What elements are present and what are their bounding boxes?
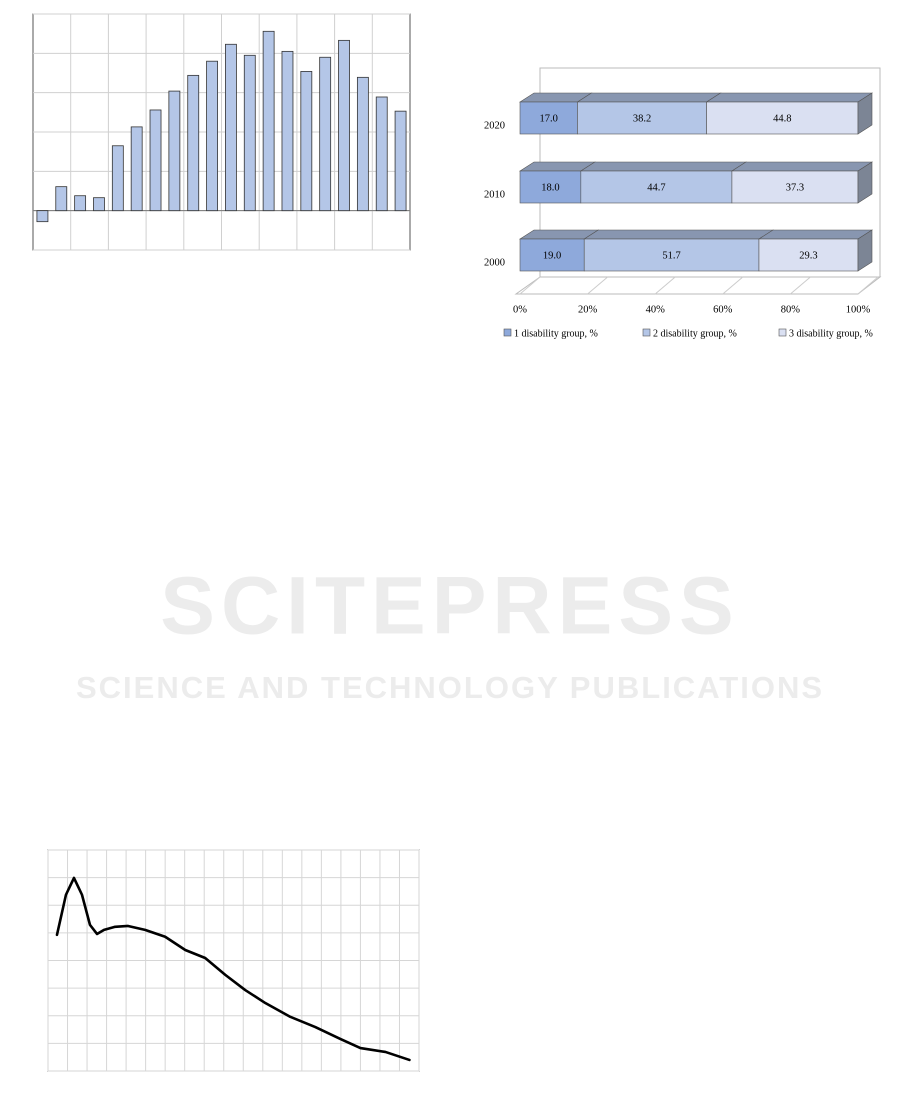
bar [281,50,294,212]
tick-mark [857,276,879,295]
legend-label: 2 disability group, % [653,328,737,339]
legend-swatch [778,328,787,337]
bar [36,210,49,223]
tick-mark [654,276,676,295]
bar [149,109,162,212]
bar [356,76,369,212]
legend-label: 3 disability group, % [789,328,873,339]
bar-segment [580,170,733,204]
bar-segment [583,238,760,272]
tick-mark [587,276,608,295]
y-tick-label: 2000 [484,257,505,268]
bar [225,43,237,212]
value-label: 38.2 [633,113,651,124]
bar-segment [706,101,859,135]
bar [130,126,143,212]
bar-top-face [583,229,774,240]
x-tick-label: 0% [513,304,527,315]
x-tick-label: 100% [846,304,871,315]
legend-swatch [642,328,651,337]
tick-mark [790,276,811,295]
bar-segment [519,101,578,135]
x-tick-label: 20% [578,304,598,315]
bar [300,71,313,212]
tick-mark [519,276,541,295]
x-tick-label: 60% [713,304,733,315]
watermark: SCITEPRESS SCIENCE AND TECHNOLOGY PUBLIC… [76,561,824,706]
watermark-title: SCITEPRESS [160,561,739,652]
bar [394,110,407,212]
legend-label: 1 disability group, % [514,328,598,339]
value-label: 19.0 [543,250,561,261]
bar [168,90,181,212]
value-label: 51.7 [662,250,680,261]
bar-segment [519,238,585,272]
watermark-subtitle: SCIENCE AND TECHNOLOGY PUBLICATIONS [76,670,824,705]
bar [319,56,332,212]
bar-side-face [857,161,873,204]
value-label: 29.3 [799,250,817,261]
value-label: 44.8 [773,113,791,124]
line [55,876,411,1062]
y-tick-label: 2010 [484,189,505,200]
bar-top-face [757,229,874,240]
bar-top-face [579,161,747,172]
bar [74,195,87,212]
bar [187,74,200,212]
bar [111,145,124,212]
bar-side-face [857,229,873,272]
legend-swatch [503,328,512,337]
bar-segment [731,170,859,204]
value-label: 17.0 [540,113,558,124]
bar [243,54,256,212]
value-label: 44.7 [647,182,665,193]
bar [338,39,350,212]
y-tick-label: 2020 [484,120,505,131]
bar-segment [577,101,707,135]
bar [375,96,388,212]
floor [514,276,882,295]
bar [55,186,68,212]
bar [262,30,275,212]
x-tick-label: 80% [781,304,801,315]
bar-side-face [857,92,873,135]
value-label: 18.0 [541,182,559,193]
tick-mark [722,276,744,295]
bar-top-face [576,92,722,103]
bar-top-face [705,92,874,103]
bar-top-face [730,161,874,172]
bar [93,197,105,212]
value-label: 37.3 [786,182,804,193]
x-tick-label: 40% [646,304,666,315]
bar-segment [758,238,859,272]
bar [206,60,218,212]
